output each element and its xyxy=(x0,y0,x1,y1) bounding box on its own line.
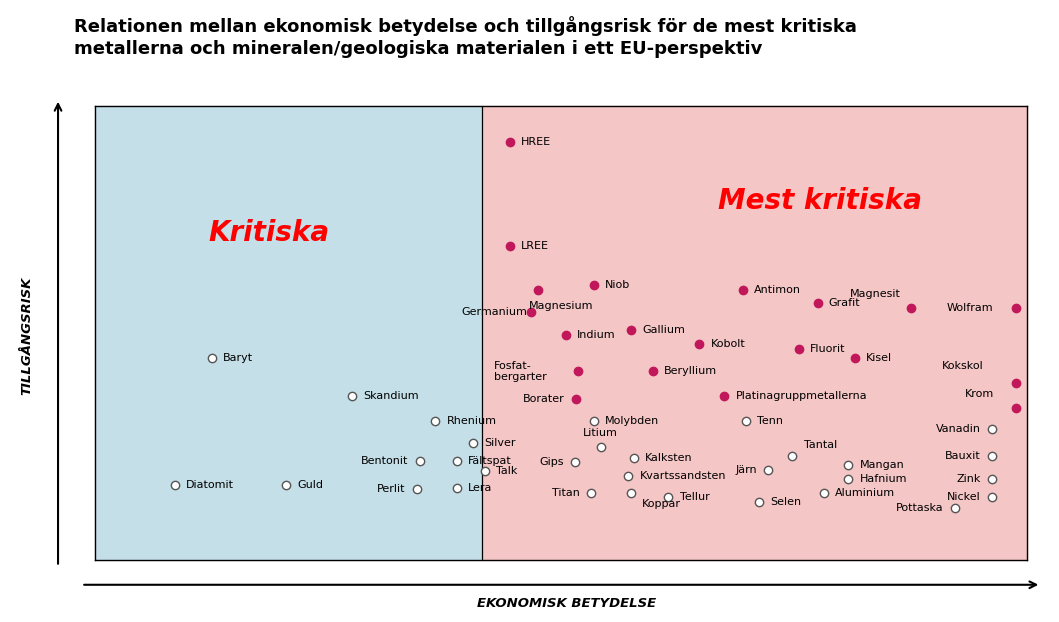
Text: Zink: Zink xyxy=(956,474,981,484)
Text: Borater: Borater xyxy=(523,394,566,404)
Text: Vanadin: Vanadin xyxy=(936,424,981,434)
Text: Kvartssandsten: Kvartssandsten xyxy=(640,471,726,481)
Text: Hafnium: Hafnium xyxy=(860,474,907,484)
Text: Kisel: Kisel xyxy=(866,353,892,363)
Text: Kalksten: Kalksten xyxy=(645,453,693,463)
Text: Molybden: Molybden xyxy=(605,416,660,426)
Text: Järn: Järn xyxy=(735,465,757,475)
Text: Baryt: Baryt xyxy=(223,353,253,363)
Text: Magnesit: Magnesit xyxy=(850,289,901,299)
Text: metallerna och mineralen/geologiska materialen i ett EU-perspektiv: metallerna och mineralen/geologiska mate… xyxy=(74,40,762,58)
Text: Platinagruppmetallerna: Platinagruppmetallerna xyxy=(736,391,867,401)
Text: Mangan: Mangan xyxy=(860,460,904,470)
Text: Guld: Guld xyxy=(298,480,324,490)
Text: TILLGÅNGSRISK: TILLGÅNGSRISK xyxy=(20,277,33,395)
Text: EKONOMISK BETYDELSE: EKONOMISK BETYDELSE xyxy=(477,597,657,610)
Text: Relationen mellan ekonomisk betydelse och tillgångsrisk för de mest kritiska: Relationen mellan ekonomisk betydelse oc… xyxy=(74,16,857,35)
Text: Bentonit: Bentonit xyxy=(361,456,409,466)
Text: Titan: Titan xyxy=(552,488,580,498)
Text: Kritiska: Kritiska xyxy=(209,219,330,247)
Text: Antimon: Antimon xyxy=(754,285,802,295)
Text: Magnesium: Magnesium xyxy=(528,301,593,311)
Text: Gips: Gips xyxy=(540,457,564,467)
Text: Rhenium: Rhenium xyxy=(447,416,497,426)
Text: Fältspat: Fältspat xyxy=(468,456,511,466)
Text: Gallium: Gallium xyxy=(643,325,685,335)
Text: LREE: LREE xyxy=(521,241,550,251)
Text: Niob: Niob xyxy=(605,280,630,290)
Text: Bauxit: Bauxit xyxy=(945,452,981,462)
Text: Krom: Krom xyxy=(965,389,994,399)
Text: Aluminium: Aluminium xyxy=(836,488,895,498)
Text: Lera: Lera xyxy=(468,483,492,493)
Text: Fosfat-
bergarter: Fosfat- bergarter xyxy=(495,361,546,382)
Text: Skandium: Skandium xyxy=(363,391,418,401)
Text: Perlit: Perlit xyxy=(377,485,406,494)
Text: Tellur: Tellur xyxy=(680,492,710,502)
Text: Beryllium: Beryllium xyxy=(664,366,717,376)
Text: Germanium: Germanium xyxy=(462,307,527,317)
Bar xyxy=(95,106,482,560)
Text: Talk: Talk xyxy=(496,466,518,476)
Text: Koppar: Koppar xyxy=(643,499,681,509)
Text: Litium: Litium xyxy=(582,428,617,438)
Text: Tantal: Tantal xyxy=(804,440,837,450)
Text: Fluorit: Fluorit xyxy=(810,344,845,354)
Text: Selen: Selen xyxy=(770,497,802,507)
Text: Mest kritiska: Mest kritiska xyxy=(718,187,922,215)
Text: Pottaska: Pottaska xyxy=(896,503,944,513)
Bar xyxy=(482,106,1027,560)
Text: Wolfram: Wolfram xyxy=(946,303,992,313)
Text: Diatomit: Diatomit xyxy=(185,480,234,490)
Text: Kobolt: Kobolt xyxy=(711,339,746,349)
Text: Indium: Indium xyxy=(577,330,615,340)
Text: HREE: HREE xyxy=(521,137,552,147)
Text: Grafit: Grafit xyxy=(829,299,860,309)
Text: Tenn: Tenn xyxy=(757,416,783,426)
Text: Nickel: Nickel xyxy=(947,492,981,502)
Text: Silver: Silver xyxy=(484,438,516,448)
Text: Kokskol: Kokskol xyxy=(941,361,983,371)
